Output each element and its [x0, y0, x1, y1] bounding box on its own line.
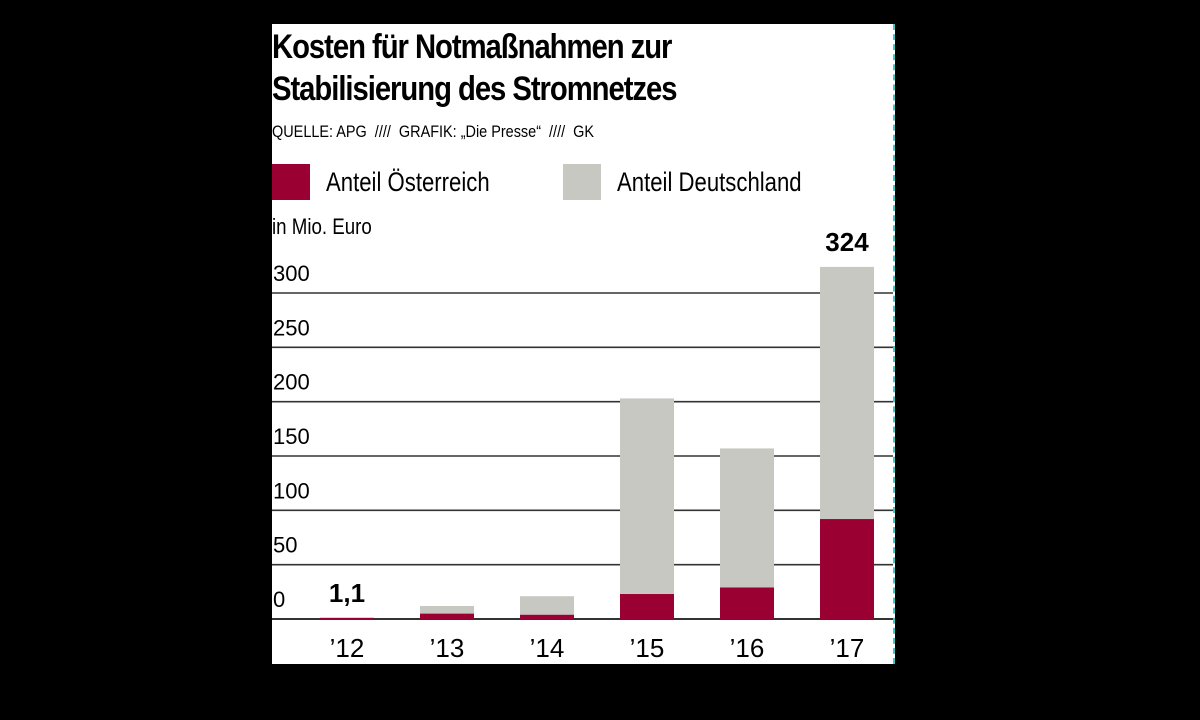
bar-germany-2	[520, 596, 574, 615]
gridlines	[272, 292, 893, 620]
bar-germany-3	[620, 398, 674, 595]
bar-austria-4	[720, 587, 774, 619]
chart-legend: Anteil Österreich Anteil Deutschland	[272, 164, 872, 200]
x-category-label-3: ’15	[630, 633, 665, 663]
bar-germany-5	[820, 266, 874, 520]
data-label-0: 1,1	[329, 578, 365, 608]
y-tick-label-150: 150	[273, 424, 310, 449]
chart-subtitle: QUELLE: APG //// GRAFIK: „Die Presse“ //…	[272, 122, 595, 141]
legend-swatch-austria	[272, 164, 310, 200]
bar-germany-1	[420, 605, 474, 614]
y-tick-labels: 0 50 100 150 200 250 300	[273, 261, 310, 612]
legend-label-austria: Anteil Österreich	[326, 166, 490, 197]
y-tick-label-0: 0	[273, 587, 285, 612]
y-tick-label-300: 300	[273, 261, 310, 286]
legend-item-austria: Anteil Österreich	[272, 164, 526, 200]
chart-title-line-2: Stabilisierung des Stromnetzes	[272, 70, 678, 108]
y-tick-label-200: 200	[273, 370, 310, 395]
bar-austria-3	[620, 594, 674, 619]
x-category-label-4: ’16	[730, 633, 765, 663]
chart-title-line-1: Kosten für Notmaßnahmen zur	[272, 28, 672, 66]
x-category-label-0: ’12	[330, 633, 365, 663]
chart-title: Kosten für Notmaßnahmen zur Stabilisieru…	[272, 26, 788, 110]
x-category-labels: ’12 ’13 ’14 ’15 ’16 ’17	[330, 633, 865, 663]
data-label-5: 324	[825, 227, 869, 257]
bar-austria-5	[820, 519, 874, 619]
bar-austria-1	[420, 613, 474, 619]
legend-swatch-germany	[563, 164, 601, 200]
bar-chart: 0 50 100 150 200 250 300 ’12 ’13 ’14 ’15 ’16 ’17 1,…	[272, 227, 893, 663]
bar-austria-0	[320, 617, 374, 620]
legend-label-germany: Anteil Deutschland	[617, 166, 802, 197]
y-tick-label-250: 250	[273, 315, 310, 340]
bar-germany-4	[720, 448, 774, 588]
x-category-label-2: ’14	[530, 633, 565, 663]
y-tick-label-100: 100	[273, 478, 310, 503]
bar-austria-2	[520, 614, 574, 619]
legend-item-germany: Anteil Deutschland	[563, 164, 842, 200]
x-category-label-1: ’13	[430, 633, 465, 663]
data-labels: 1,1 324	[329, 227, 869, 608]
chart-panel: Kosten für Notmaßnahmen zur Stabilisieru…	[272, 24, 895, 664]
y-tick-label-50: 50	[273, 533, 297, 558]
y-axis-unit-label: in Mio. Euro	[272, 214, 372, 239]
bars	[320, 266, 874, 620]
x-category-label-5: ’17	[830, 633, 865, 663]
